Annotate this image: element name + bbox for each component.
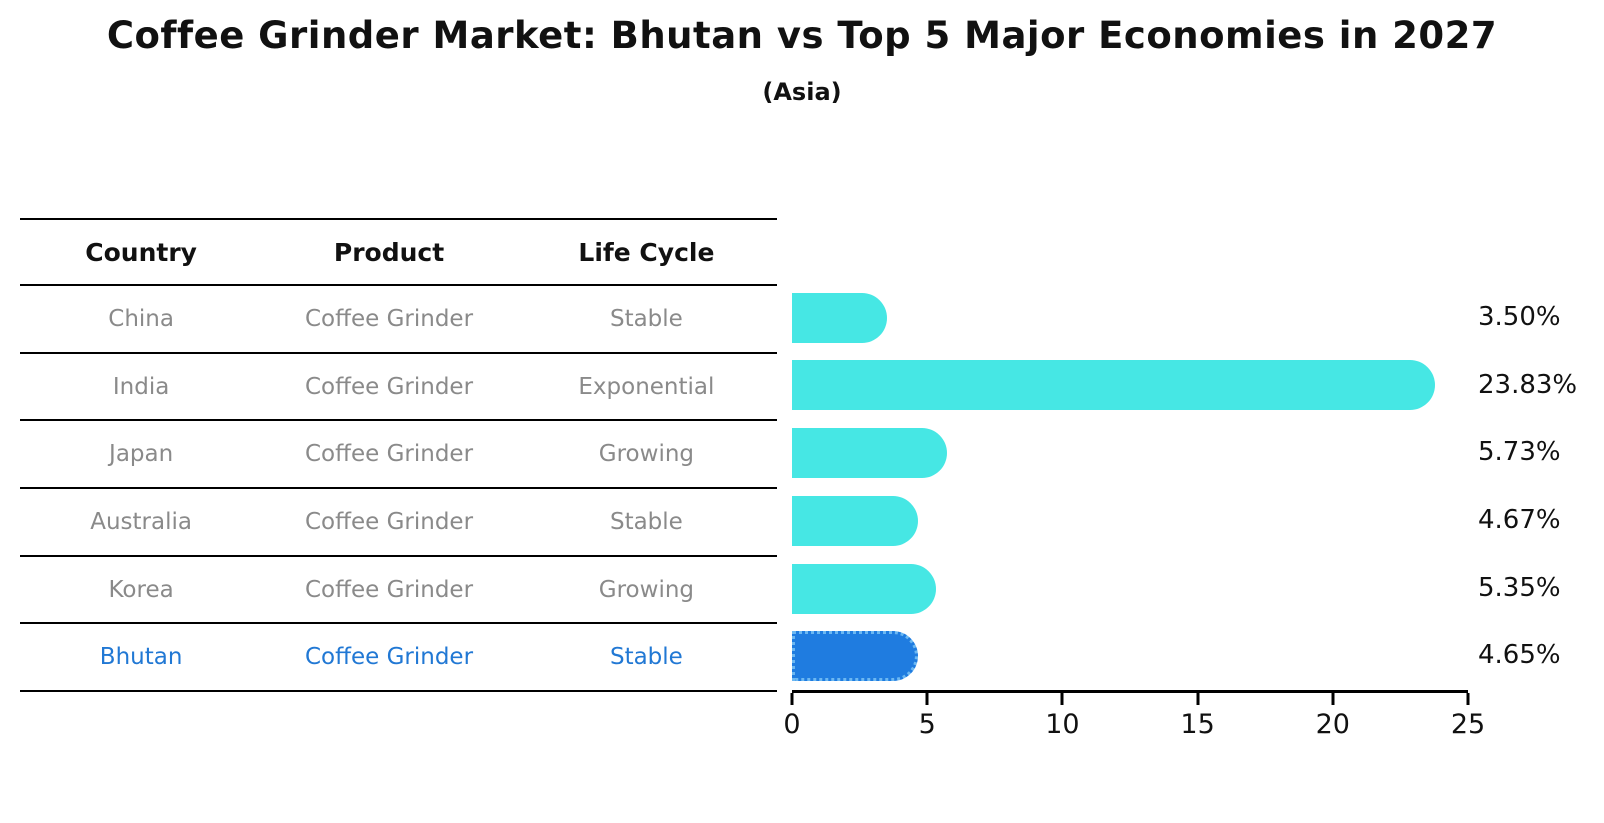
table-row-india: India Coffee Grinder Exponential bbox=[20, 354, 777, 422]
cell-product: Coffee Grinder bbox=[305, 576, 474, 603]
value-label-japan: 5.73% bbox=[1478, 437, 1561, 468]
x-axis-tick-label: 25 bbox=[1450, 709, 1486, 740]
cell-product: Coffee Grinder bbox=[305, 305, 474, 332]
x-axis-tick bbox=[1060, 693, 1064, 705]
x-axis-tick-label: 10 bbox=[1045, 709, 1080, 740]
bar-row bbox=[792, 419, 1467, 487]
bar-row bbox=[792, 622, 1467, 690]
cell-country: India bbox=[112, 373, 170, 400]
cell-product: Coffee Grinder bbox=[305, 508, 474, 535]
bar-row bbox=[792, 284, 1467, 352]
cell-country: China bbox=[108, 305, 174, 332]
x-axis-tick bbox=[1196, 693, 1200, 705]
bar-australia bbox=[792, 495, 919, 546]
table-header-row: Country Product Life Cycle bbox=[20, 220, 777, 286]
table-row-china: China Coffee Grinder Stable bbox=[20, 286, 777, 354]
value-label-korea: 5.35% bbox=[1478, 572, 1561, 603]
x-axis-tick-label: 0 bbox=[783, 709, 801, 740]
cell-country: Korea bbox=[108, 576, 174, 603]
x-axis-tick bbox=[1331, 693, 1335, 705]
value-label-australia: 4.67% bbox=[1478, 505, 1561, 536]
cell-lifecycle: Stable bbox=[609, 508, 683, 535]
chart-title: Coffee Grinder Market: Bhutan vs Top 5 M… bbox=[106, 14, 1498, 57]
table-row-bhutan: Bhutan Coffee Grinder Stable bbox=[20, 624, 777, 693]
cell-country: Australia bbox=[90, 508, 192, 535]
x-axis-tick bbox=[790, 693, 794, 705]
cell-country: Bhutan bbox=[99, 644, 183, 671]
table-row-australia: Australia Coffee Grinder Stable bbox=[20, 489, 777, 557]
x-axis-tick-label: 5 bbox=[918, 709, 936, 740]
x-axis: 0 5 10 15 20 25 bbox=[783, 690, 1485, 753]
bar-china bbox=[792, 292, 887, 343]
cell-lifecycle: Exponential bbox=[578, 373, 715, 400]
value-labels: 3.50% 23.83% 5.73% 4.67% 5.35% 4.65% bbox=[1478, 284, 1604, 690]
value-label-china: 3.50% bbox=[1478, 302, 1561, 332]
bar-japan bbox=[792, 428, 947, 479]
bar-korea bbox=[792, 563, 937, 614]
header-cell-lifecycle: Life Cycle bbox=[578, 237, 715, 267]
bar-row bbox=[792, 555, 1467, 623]
value-label-india: 23.83% bbox=[1478, 369, 1578, 400]
cell-lifecycle: Growing bbox=[598, 576, 695, 603]
bar-row bbox=[792, 487, 1467, 555]
cell-product: Coffee Grinder bbox=[305, 373, 474, 400]
cell-product: Coffee Grinder bbox=[305, 644, 474, 671]
bar-bhutan bbox=[792, 631, 918, 682]
cell-country: Japan bbox=[109, 441, 174, 468]
bar-india bbox=[792, 360, 1436, 411]
value-label-bhutan: 4.65% bbox=[1478, 640, 1561, 671]
x-axis-tick-label: 15 bbox=[1180, 709, 1215, 740]
cell-lifecycle: Growing bbox=[598, 441, 695, 468]
chart-subtitle: (Asia) bbox=[762, 78, 842, 106]
header-cell-product: Product bbox=[333, 237, 445, 267]
table-row-korea: Korea Coffee Grinder Growing bbox=[20, 557, 777, 625]
table-row-japan: Japan Coffee Grinder Growing bbox=[20, 421, 777, 490]
x-axis-tick bbox=[925, 693, 929, 705]
x-axis-tick bbox=[1466, 693, 1470, 705]
comparison-table: Country Product Life Cycle China Coffee … bbox=[20, 218, 777, 693]
cell-lifecycle: Stable bbox=[609, 644, 683, 671]
cell-lifecycle: Stable bbox=[609, 305, 683, 332]
cell-product: Coffee Grinder bbox=[305, 441, 474, 468]
header-cell-country: Country bbox=[85, 237, 197, 267]
x-axis-tick-label: 20 bbox=[1315, 709, 1350, 740]
bar-chart bbox=[792, 284, 1467, 690]
bar-row bbox=[792, 352, 1467, 420]
